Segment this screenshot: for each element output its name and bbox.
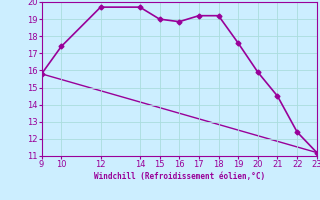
X-axis label: Windchill (Refroidissement éolien,°C): Windchill (Refroidissement éolien,°C) [94, 172, 265, 181]
